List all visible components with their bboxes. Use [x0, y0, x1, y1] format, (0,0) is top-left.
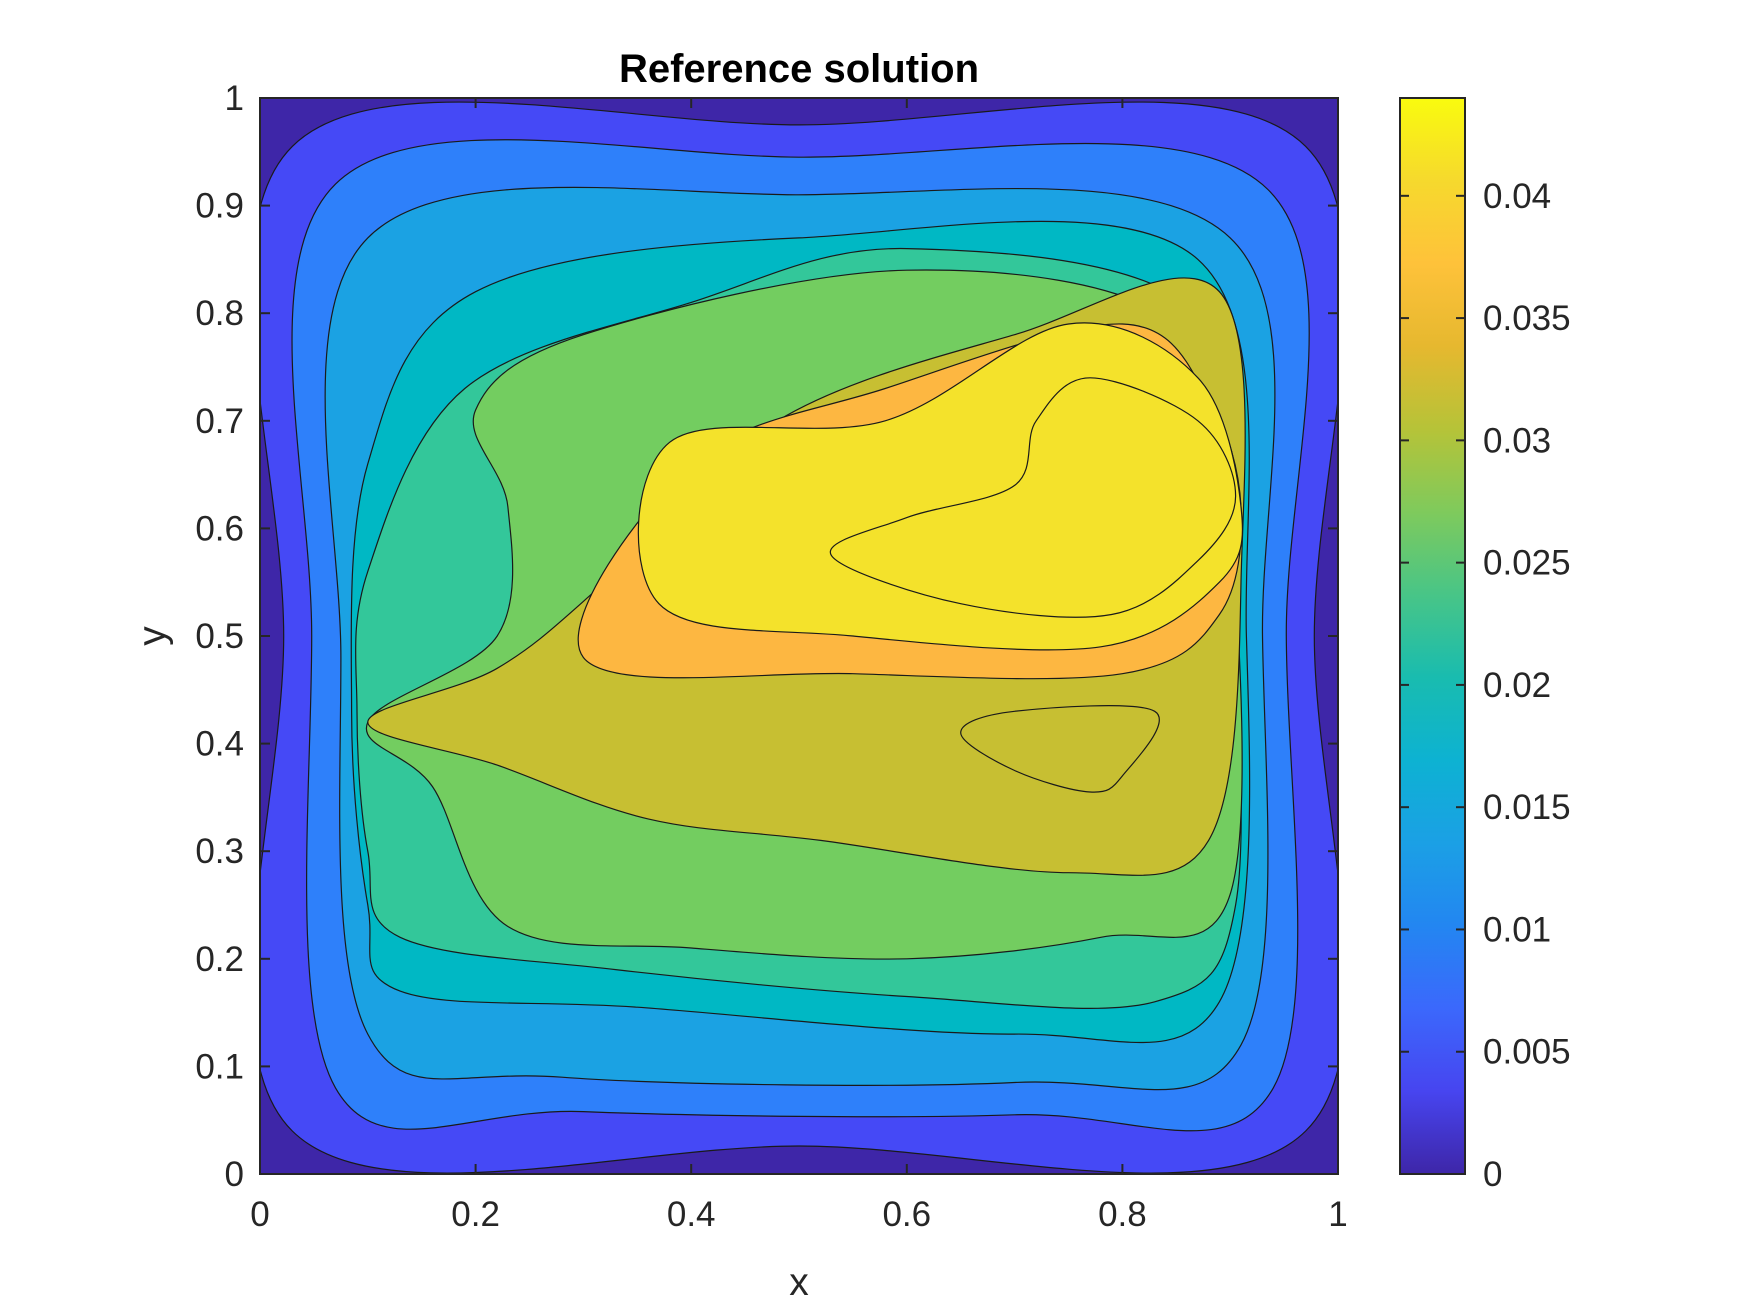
colorbar-tick-label: 0.015 — [1483, 788, 1571, 827]
colorbar-tick-label: 0.03 — [1483, 421, 1551, 460]
contour-fills — [260, 101, 1338, 1174]
colorbar-gradient — [1400, 98, 1465, 1174]
x-axis-label: x — [789, 1261, 809, 1304]
x-axis-ticks: 0 0.2 0.4 0.6 0.8 1 — [250, 98, 1348, 1234]
colorbar-tick-label: 0.02 — [1483, 666, 1551, 705]
colorbar-tick-label: 0.04 — [1483, 177, 1551, 216]
y-tick-label: 0 — [225, 1155, 244, 1194]
x-tick-label: 0.2 — [451, 1195, 500, 1234]
x-tick-label: 0.4 — [667, 1195, 716, 1234]
x-tick-label: 0.6 — [882, 1195, 931, 1234]
y-tick-label: 1 — [225, 79, 244, 118]
x-tick-label: 0.8 — [1098, 1195, 1147, 1234]
colorbar: 0 0.005 0.01 0.015 0.02 0.025 0.03 0.035 0.04 — [1399, 97, 1571, 1194]
colorbar-ticks: 0 0.005 0.01 0.015 0.02 0.025 0.03 0.035 0.04 — [1400, 177, 1571, 1194]
y-tick-label: 0.7 — [195, 402, 244, 441]
contour-secondary-max — [960, 705, 1160, 793]
plot-frame — [259, 97, 1339, 1175]
y-tick-label: 0.4 — [195, 725, 244, 764]
y-axis-ticks: 0 0.1 0.2 0.3 0.4 0.5 0.6 0.7 0.8 0.9 1 — [195, 79, 1338, 1194]
plot-area: 0 0.2 0.4 0.6 0.8 1 0 0.1 0.2 0.3 0.4 0.5 0.6 0.7 0.8… — [195, 79, 1347, 1234]
y-axis-label: y — [131, 626, 174, 646]
y-tick-label: 0.1 — [195, 1047, 244, 1086]
chart-title: Reference solution — [619, 47, 979, 91]
colorbar-tick-label: 0.025 — [1483, 544, 1571, 583]
contour-level-10 — [829, 377, 1237, 618]
y-tick-label: 0.3 — [195, 832, 244, 871]
colorbar-frame — [1399, 97, 1466, 1175]
x-tick-label: 0 — [250, 1195, 269, 1234]
y-tick-label: 0.5 — [195, 617, 244, 656]
colorbar-tick-label: 0.035 — [1483, 299, 1571, 338]
y-tick-label: 0.2 — [195, 940, 244, 979]
colorbar-tick-label: 0.01 — [1483, 910, 1551, 949]
x-tick-label: 1 — [1328, 1195, 1347, 1234]
colorbar-tick-label: 0 — [1483, 1155, 1502, 1194]
y-tick-label: 0.6 — [195, 509, 244, 548]
colorbar-tick-label: 0.005 — [1483, 1033, 1571, 1072]
y-tick-label: 0.8 — [195, 294, 244, 333]
y-tick-label: 0.9 — [195, 187, 244, 226]
